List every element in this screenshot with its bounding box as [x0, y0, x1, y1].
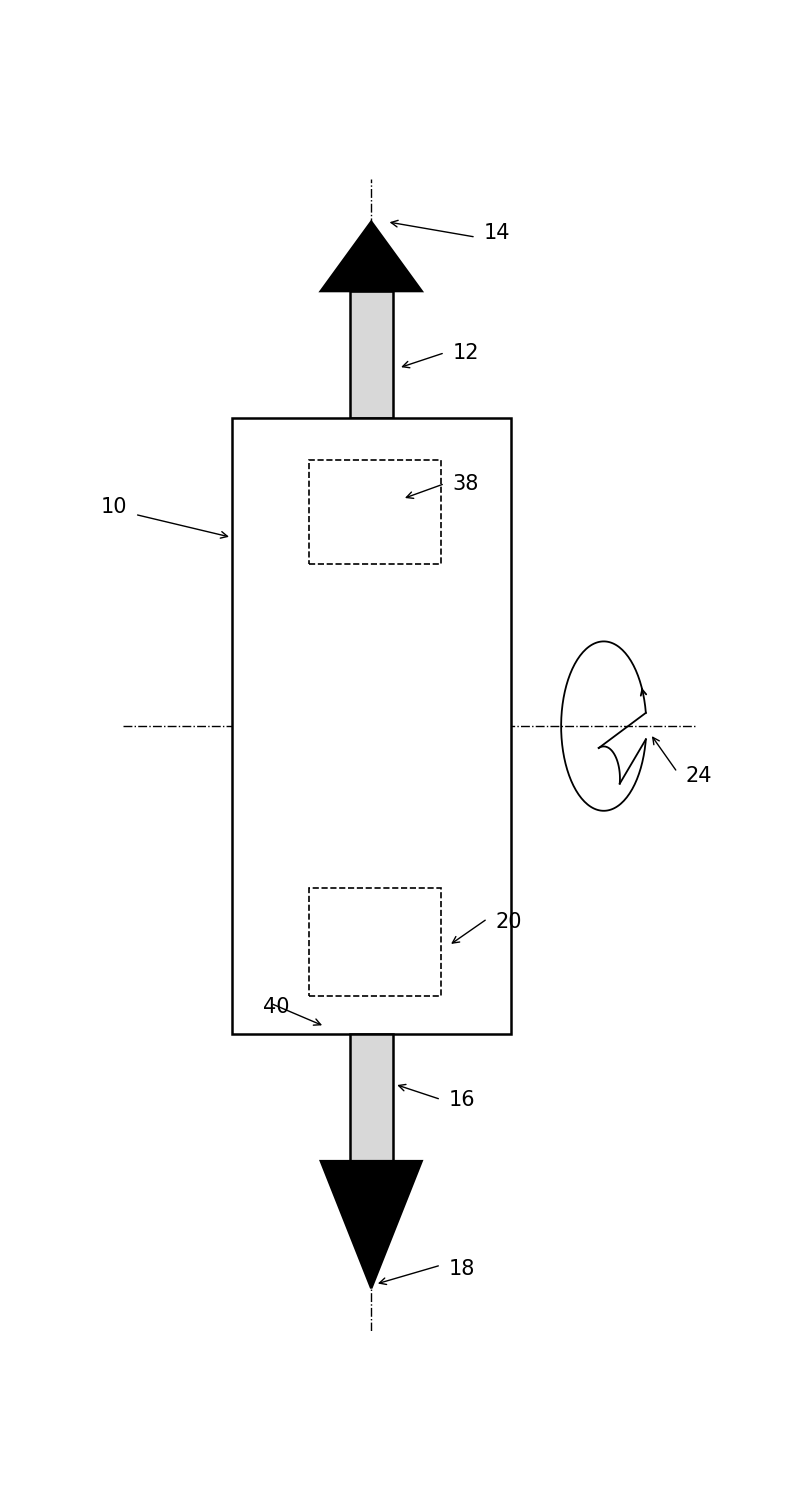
Text: 16: 16 [449, 1090, 475, 1109]
Bar [350, 292, 393, 419]
Text: 12: 12 [453, 342, 479, 363]
Text: 40: 40 [262, 997, 290, 1017]
Polygon shape [321, 1162, 422, 1289]
Text: 18: 18 [449, 1259, 475, 1278]
Bar [310, 460, 441, 565]
Text: 24: 24 [685, 765, 712, 786]
Text: 38: 38 [453, 474, 479, 493]
Polygon shape [321, 221, 422, 292]
Bar [232, 419, 510, 1035]
Bar [310, 888, 441, 996]
Text: 20: 20 [495, 912, 522, 933]
Text: 10: 10 [101, 496, 127, 517]
Bar [350, 1035, 393, 1162]
Text: 14: 14 [484, 223, 510, 244]
